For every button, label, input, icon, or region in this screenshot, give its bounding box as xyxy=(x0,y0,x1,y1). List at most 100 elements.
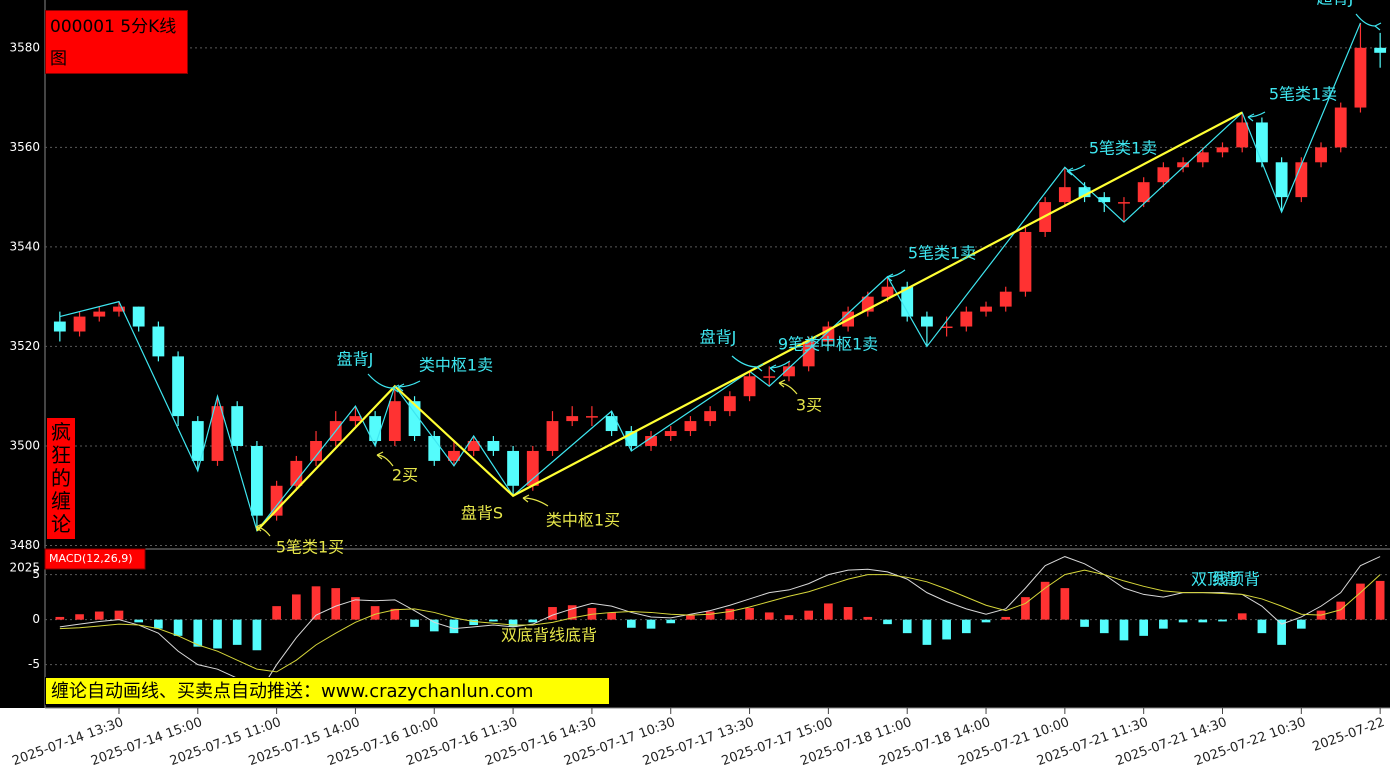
candle-body xyxy=(369,416,382,441)
macd-bar xyxy=(1296,619,1306,629)
candle-body xyxy=(881,286,894,297)
macd-bar xyxy=(311,586,321,620)
macd-bar xyxy=(1237,613,1247,620)
candle-body xyxy=(625,431,638,446)
macd-bar xyxy=(154,619,163,629)
macd-bar xyxy=(370,606,380,620)
macd-bar xyxy=(1375,580,1385,620)
macd-bar xyxy=(1001,616,1011,620)
macd-bar xyxy=(1099,619,1109,634)
annotation: 2买 xyxy=(392,466,418,485)
annotation: 线顶背 xyxy=(1212,570,1260,589)
candle-body xyxy=(507,450,519,486)
candle-body xyxy=(467,440,480,451)
macd-bar xyxy=(784,615,794,620)
annotation-arrow xyxy=(731,355,764,372)
annotation: 9笔类中枢1卖 xyxy=(778,335,878,354)
candle-body xyxy=(113,306,125,312)
macd-bar xyxy=(548,607,557,620)
candle-body xyxy=(1137,182,1150,203)
candle-body xyxy=(1256,122,1268,163)
candle-body xyxy=(53,321,66,332)
macd-bar xyxy=(745,607,754,620)
macd-title-box xyxy=(44,548,146,570)
macd-bar xyxy=(1040,581,1050,620)
macd-bar xyxy=(883,619,892,625)
candle-body xyxy=(546,421,559,451)
annotation-arrow xyxy=(255,523,271,537)
candle-body xyxy=(408,401,421,437)
candle-body xyxy=(586,416,598,418)
candle-body xyxy=(1196,152,1209,163)
candle-body xyxy=(1177,162,1189,168)
macd-bar xyxy=(410,619,419,627)
candle-body xyxy=(310,440,322,461)
macd-panel xyxy=(45,556,1390,697)
segment-line xyxy=(256,111,1243,532)
macd-bar xyxy=(489,619,498,622)
macd-bar xyxy=(922,619,932,645)
candle-body xyxy=(1275,162,1288,198)
macd-bar xyxy=(961,619,971,634)
macd-bar xyxy=(429,619,439,632)
main-panel xyxy=(45,22,1390,547)
candle-body xyxy=(1019,231,1032,292)
candle-body xyxy=(664,431,677,437)
candle-body xyxy=(1157,167,1170,183)
candle-body xyxy=(960,311,973,327)
y-tick-label: 5 xyxy=(32,567,40,581)
candle-body xyxy=(73,316,86,332)
macd-line xyxy=(59,569,1381,673)
candle-body xyxy=(861,296,874,312)
macd-bar xyxy=(114,610,124,620)
annotation: 盘背J xyxy=(700,328,737,347)
macd-bar xyxy=(351,597,360,620)
macd-line xyxy=(59,556,1381,697)
candle-body xyxy=(1334,107,1347,148)
annotation-arrow xyxy=(397,380,421,392)
annotation: 超背J xyxy=(1317,0,1354,8)
candle-body xyxy=(448,450,460,461)
annotation: 盘背S xyxy=(461,504,503,523)
macd-bar xyxy=(646,619,656,629)
macd-bar xyxy=(1257,619,1267,634)
macd-bar xyxy=(686,615,695,620)
macd-bar xyxy=(528,619,538,623)
y-tick-label: 3480 xyxy=(9,538,40,552)
macd-bar xyxy=(1139,619,1149,636)
macd-bar xyxy=(764,612,774,620)
macd-bar xyxy=(1119,619,1129,641)
macd-bar xyxy=(1021,597,1030,620)
y-tick-label: 3500 xyxy=(9,438,40,452)
macd-bar xyxy=(1060,588,1070,620)
annotation: 双底背线底背 xyxy=(501,626,597,645)
macd-bar xyxy=(1159,619,1168,629)
candle-body xyxy=(1118,202,1130,204)
candle-body xyxy=(763,376,776,378)
y-tick-label: 3580 xyxy=(9,40,40,54)
candle-body xyxy=(132,306,145,327)
macd-bar xyxy=(1277,619,1286,645)
annotation-arrow xyxy=(376,451,394,467)
macd-bar xyxy=(705,611,715,620)
macd-bar xyxy=(626,619,636,628)
candle-body xyxy=(270,485,283,516)
candle-body xyxy=(940,326,953,329)
macd-bar xyxy=(804,610,814,620)
candle-body xyxy=(211,406,224,461)
macd-bar xyxy=(725,608,735,620)
macd-bar xyxy=(232,619,242,645)
macd-bar xyxy=(942,619,951,640)
macd-bar xyxy=(824,603,833,620)
macd-bar xyxy=(981,619,991,623)
macd-bar xyxy=(666,619,676,624)
header-box: 000001 5分K线图 上证指数 xyxy=(45,10,188,101)
code-title: 000001 5分K线图 xyxy=(50,17,177,69)
macd-bar xyxy=(390,608,400,620)
candle-body xyxy=(1374,47,1387,53)
candle-body xyxy=(605,416,618,432)
chart-background xyxy=(0,0,1390,708)
candle-body xyxy=(388,401,401,441)
